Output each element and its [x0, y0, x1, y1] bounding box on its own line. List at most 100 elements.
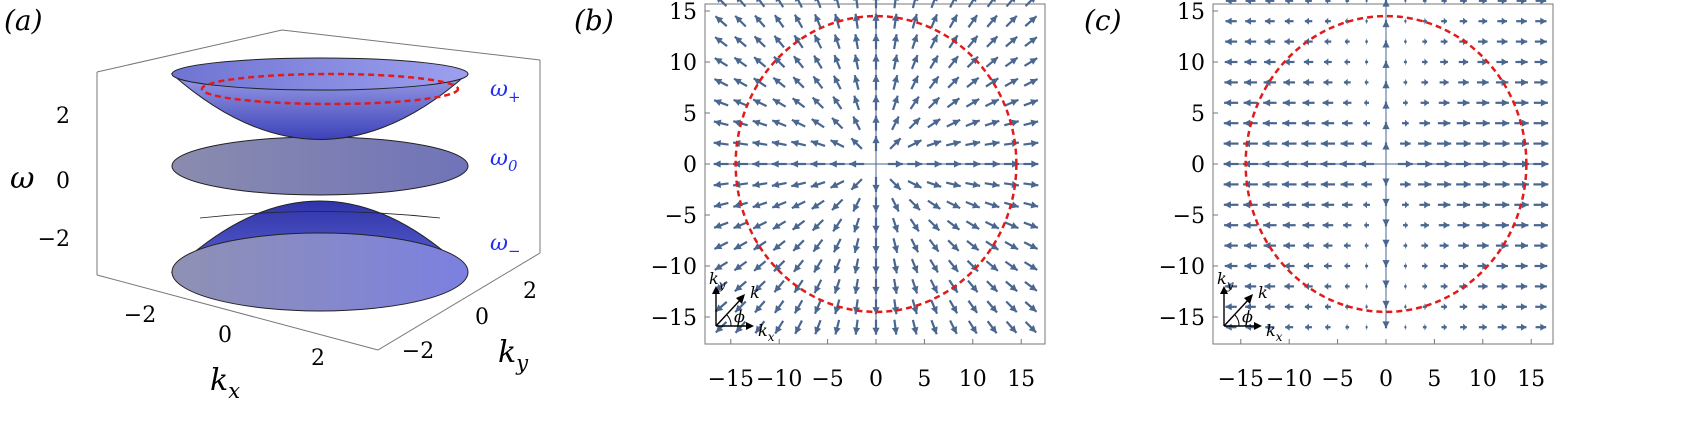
vector-arrow: [1243, 180, 1258, 188]
vector-arrow: [1361, 140, 1372, 148]
svg-text:2: 2: [56, 104, 70, 129]
vector-arrow: [1404, 0, 1407, 5]
vector-arrow: [1305, 0, 1312, 5]
vector-arrow: [985, 77, 1000, 88]
vector-arrow: [1282, 119, 1297, 127]
vector-arrow: [1439, 78, 1449, 86]
panel-b-y-ticks: 15 10 5 0 −5 −10 −15: [651, 0, 710, 331]
panel-c-circle: [1244, 14, 1528, 314]
vector-arrow: [1024, 36, 1038, 47]
vector-arrow: [1341, 201, 1353, 209]
panel-c-inset: ky k ϕ kx: [1217, 269, 1283, 344]
vector-arrow: [1460, 323, 1467, 331]
vector-arrow: [891, 74, 899, 90]
vector-arrow: [1440, 262, 1448, 270]
vector-arrow: [930, 299, 939, 315]
vector-arrow: [1402, 119, 1409, 127]
vector-arrow: [965, 119, 981, 128]
vector-arrow: [946, 200, 961, 210]
vector-arrow: [891, 299, 899, 315]
vector-arrow: [1497, 17, 1508, 25]
vector-arrow: [1244, 282, 1257, 290]
vector-arrow: [814, 0, 822, 9]
vector-arrow: [928, 75, 940, 90]
panel-b-inset-ky: ky: [709, 269, 726, 292]
vector-arrow: [965, 97, 980, 108]
vector-arrow: [966, 259, 979, 273]
vector-arrow: [833, 54, 842, 70]
vector-arrow: [911, 319, 919, 335]
vector-arrow: [713, 119, 729, 127]
vector-arrow: [1282, 99, 1296, 107]
vector-arrow: [794, 319, 803, 335]
vector-arrow: [791, 118, 806, 128]
x-tick-label: 10: [959, 367, 987, 392]
vector-arrow: [1303, 78, 1314, 86]
vector-arrow: [772, 97, 787, 108]
vector-arrow: [833, 34, 841, 50]
vector-arrow: [831, 117, 844, 130]
svg-text:2: 2: [523, 279, 537, 304]
vector-arrow: [1437, 119, 1451, 127]
vector-arrow: [853, 0, 860, 9]
vector-arrow: [1301, 140, 1316, 148]
vector-arrow: [1365, 58, 1369, 66]
vector-arrow: [1243, 99, 1258, 107]
vector-arrow: [907, 139, 922, 148]
vector-arrow: [1344, 38, 1350, 46]
vector-arrow: [1345, 323, 1350, 331]
vector-arrow: [966, 240, 980, 252]
vector-arrow: [813, 34, 823, 49]
vector-arrow: [833, 0, 841, 9]
panel-a-y-ticks: 2 0 −2: [402, 279, 537, 364]
vector-arrow: [775, 0, 785, 8]
vector-arrow: [1533, 99, 1548, 107]
vector-arrow: [965, 139, 981, 148]
vector-arrow: [1283, 242, 1296, 250]
vector-arrow: [1301, 201, 1316, 209]
vector-arrow: [966, 76, 980, 88]
vector-arrow: [965, 200, 981, 209]
vector-arrow: [1402, 221, 1408, 229]
vector-arrow: [1224, 262, 1238, 270]
vector-arrow: [1004, 77, 1019, 88]
vector-arrow: [771, 180, 787, 189]
band-label-plus: ω+: [490, 77, 521, 106]
vector-arrow: [1225, 0, 1237, 5]
vector-arrow: [1456, 140, 1471, 148]
vector-arrow: [1245, 303, 1256, 311]
vector-arrow: [1418, 180, 1432, 188]
vector-arrow: [811, 118, 825, 129]
vector-arrow: [771, 119, 787, 128]
vector-arrow: [1495, 221, 1509, 229]
vector-arrow: [929, 34, 939, 49]
vector-arrow: [1343, 78, 1351, 86]
y-tick-label: −5: [1173, 204, 1205, 229]
vector-arrow: [911, 34, 919, 50]
vector-arrow: [831, 198, 844, 211]
vector-arrow: [1302, 99, 1315, 107]
panel-a-box-frame: [96, 29, 541, 351]
vector-arrow: [911, 0, 919, 9]
vector-arrow: [1304, 17, 1313, 25]
surface-omega-plus: [170, 57, 469, 140]
vector-arrow: [1284, 17, 1294, 25]
vector-arrow: [1516, 303, 1527, 311]
y-tick-label: 15: [1177, 0, 1205, 25]
vector-arrow: [1440, 282, 1448, 290]
vector-arrow: [967, 35, 979, 49]
panel-c-inset-phi: ϕ: [1242, 307, 1253, 326]
vector-arrow: [1516, 323, 1527, 331]
vector-arrow: [910, 238, 920, 253]
vector-arrow: [1305, 323, 1312, 331]
vector-arrow: [713, 99, 729, 107]
vector-arrow: [1436, 180, 1452, 188]
vector-arrow: [753, 260, 767, 272]
vector-arrow: [1365, 282, 1368, 290]
vector-arrow: [911, 278, 919, 294]
vector-arrow: [714, 301, 728, 313]
vector-arrow: [908, 198, 921, 211]
vector-arrow: [853, 217, 861, 233]
y-tick-label: −10: [1159, 255, 1205, 280]
vector-arrow: [1403, 58, 1407, 66]
